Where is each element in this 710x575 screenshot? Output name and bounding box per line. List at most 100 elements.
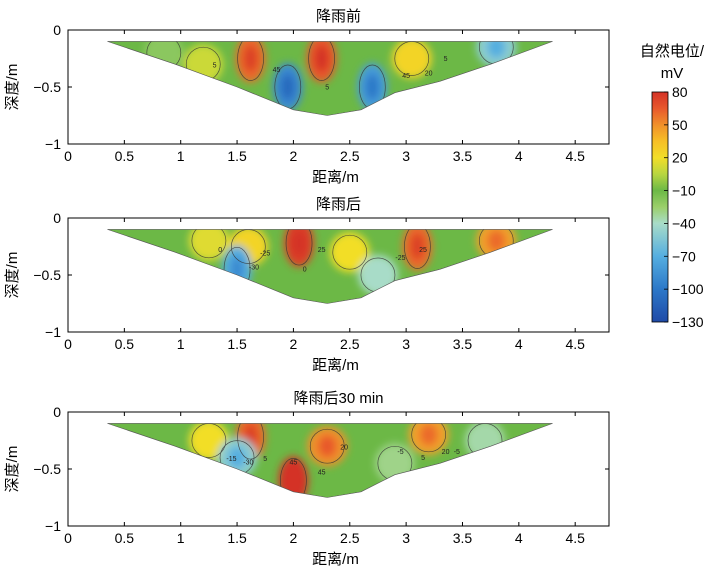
- colorbar-tick-label: −100: [672, 281, 704, 297]
- x-tick-label: 2: [290, 148, 298, 164]
- x-tick-label: 1.5: [227, 148, 247, 164]
- anomaly-4: [329, 232, 370, 273]
- x-tick-label: 3.5: [453, 530, 473, 546]
- y-axis-label: 深度/m: [4, 64, 21, 111]
- contour-label: 45: [273, 67, 281, 74]
- chart-title: 降雨后30 min: [293, 390, 383, 407]
- contour-label: -30: [249, 264, 259, 271]
- y-tick-label: −0.5: [33, 267, 61, 283]
- colorbar-tick-label: 20: [672, 150, 688, 166]
- x-axis-label: 距离/m: [312, 551, 359, 568]
- contour-label: -15: [226, 456, 236, 463]
- anomaly-core-3: [286, 467, 301, 494]
- x-axis-label: 距离/m: [312, 357, 359, 374]
- anomaly-core-7: [230, 256, 244, 283]
- x-tick-label: 3.5: [453, 148, 473, 164]
- contour-label: 5: [444, 56, 448, 63]
- x-tick-label: 0.5: [115, 336, 135, 352]
- potential-field: [107, 229, 553, 304]
- x-tick-label: 1: [177, 148, 185, 164]
- section-outline: [107, 229, 553, 304]
- x-tick-label: 4: [515, 148, 523, 164]
- anomaly-core-3: [292, 229, 306, 257]
- y-tick-label: −0.5: [33, 461, 61, 477]
- x-tick-label: 2.5: [340, 530, 360, 546]
- x-tick-label: 0.5: [115, 530, 135, 546]
- contour-label: 45: [318, 470, 326, 477]
- y-tick-label: −1: [45, 518, 61, 534]
- contour-line-3: [280, 458, 307, 498]
- x-tick-label: 1.5: [227, 530, 247, 546]
- anomaly-core-6: [487, 229, 506, 252]
- panel-1: 降雨前 5 45 5 45 20 5 0 0.5 1 1.5 2 2.5 3 3.5 4 4.5 0 −0.5 −1 距…: [4, 8, 610, 186]
- x-tick-label: 4.5: [565, 336, 585, 352]
- x-tick-label: 2.5: [340, 336, 360, 352]
- x-tick-label: 4: [515, 336, 523, 352]
- x-tick-label: 1.5: [227, 336, 247, 352]
- contour-line-3: [308, 41, 335, 81]
- contour-label: 20: [442, 449, 450, 456]
- x-tick-label: 2.5: [340, 148, 360, 164]
- anomaly-core-2: [243, 45, 258, 72]
- contour-label: 5: [263, 456, 267, 463]
- anomaly-core-3: [314, 45, 329, 72]
- anomaly-8: [465, 423, 506, 461]
- chart-title: 降雨后: [316, 196, 361, 213]
- y-tick-label: −1: [45, 136, 61, 152]
- contour-label: 25: [318, 247, 326, 254]
- colorbar: 自然电位/ mV 80 50 20 −10 −40 −70 −100 −130: [640, 43, 705, 330]
- x-tick-label: 0.5: [115, 148, 135, 164]
- x-tick-label: 0: [64, 336, 72, 352]
- colorbar-tick-label: −40: [672, 215, 696, 231]
- contour-label: 5: [421, 455, 425, 462]
- contour-line-5: [404, 229, 431, 269]
- x-tick-label: 4.5: [565, 148, 585, 164]
- anomaly-core-5: [410, 233, 425, 260]
- anomaly-4: [391, 41, 432, 79]
- x-tick-label: 3: [402, 530, 410, 546]
- anomaly-8: [143, 41, 184, 73]
- colorbar-tick-label: −10: [672, 183, 696, 199]
- y-axis-label: 深度/m: [4, 446, 21, 493]
- colorbar-tick-label: −70: [672, 248, 696, 264]
- anomaly-core-5: [281, 73, 295, 101]
- section-outline: [107, 423, 553, 498]
- y-tick-label: −0.5: [33, 79, 61, 95]
- contour-label: 0: [303, 267, 307, 274]
- contour-label: 45: [290, 459, 298, 466]
- x-tick-label: 0: [64, 530, 72, 546]
- chart-title: 降雨前: [316, 8, 361, 25]
- y-axis-label: 深度/m: [4, 252, 21, 299]
- y-tick-label: −1: [45, 324, 61, 340]
- colorbar-tick-label: 80: [672, 84, 688, 100]
- colorbar-title-line1: 自然电位/: [640, 43, 705, 60]
- anomaly-7: [374, 443, 415, 484]
- contour-label: 5: [213, 63, 217, 70]
- colorbar-title-line2: mV: [661, 65, 684, 82]
- x-tick-label: 1: [177, 530, 185, 546]
- potential-field: [107, 41, 553, 116]
- x-tick-label: 3.5: [453, 336, 473, 352]
- anomaly-1: [188, 229, 229, 261]
- anomaly-core-5: [419, 423, 438, 446]
- x-axis-label: 距离/m: [312, 169, 359, 186]
- contour-line-2: [237, 423, 264, 460]
- colorbar-gradient: [652, 92, 668, 322]
- contour-label: -25: [395, 255, 405, 262]
- anomaly-1: [183, 44, 224, 85]
- contour-line-3: [285, 229, 313, 266]
- contour-label: -25: [260, 251, 270, 258]
- contour-label: 5: [325, 84, 329, 91]
- x-tick-label: 2: [290, 530, 298, 546]
- colorbar-tick-label: −130: [672, 314, 704, 330]
- contour-label: -30: [243, 459, 253, 466]
- anomaly-core-4: [318, 435, 337, 458]
- contour-label: 0: [218, 247, 222, 254]
- x-tick-label: 3: [402, 148, 410, 164]
- colorbar-frame: [651, 91, 669, 323]
- contour-label: -5: [454, 449, 460, 456]
- contour-line-1: [191, 229, 227, 259]
- contour-line-5: [411, 423, 447, 453]
- contour-label: 20: [340, 445, 348, 452]
